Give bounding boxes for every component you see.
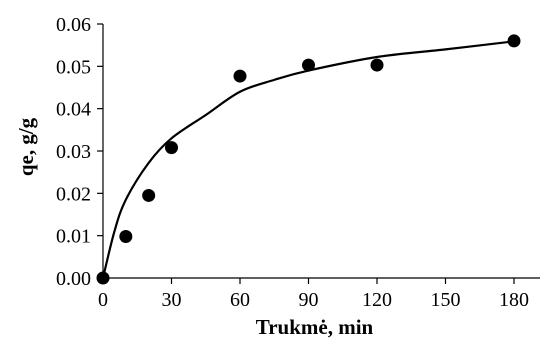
data-point	[507, 34, 521, 48]
data-point	[142, 188, 156, 202]
data-point	[370, 58, 384, 72]
y-tick-label: 0.00	[56, 268, 91, 290]
x-tick-label: 90	[299, 289, 319, 311]
x-axis-title: Trukmė, min	[256, 315, 374, 339]
plot-area: 0.00 0.01 0.02 0.03 0.04 0.05 0.06 0 30 60 90 120 15…	[56, 14, 540, 311]
axis-ticks: 0.00 0.01 0.02 0.03 0.04 0.05 0.06 0 30 60 90 120 15…	[56, 14, 529, 311]
data-point	[119, 230, 133, 244]
data-point	[302, 58, 315, 72]
data-point	[96, 271, 110, 285]
data-markers	[96, 34, 521, 285]
x-tick-label: 0	[98, 289, 108, 311]
x-tick-label: 30	[162, 289, 182, 311]
x-tick-label: 120	[362, 289, 392, 311]
y-tick-label: 0.06	[56, 14, 91, 36]
y-tick-label: 0.03	[56, 141, 91, 163]
y-tick-label: 0.04	[56, 99, 91, 121]
y-tick-label: 0.05	[56, 56, 91, 78]
y-axis-title: qe, g/g	[14, 117, 38, 176]
x-tick-label: 60	[230, 289, 250, 311]
x-tick-label: 180	[499, 289, 529, 311]
y-tick-label: 0.01	[56, 226, 91, 248]
fitted-curve	[101, 40, 515, 279]
data-point	[165, 141, 178, 155]
data-point	[233, 69, 247, 83]
x-tick-label: 150	[431, 289, 461, 311]
y-tick-label: 0.02	[56, 183, 91, 205]
